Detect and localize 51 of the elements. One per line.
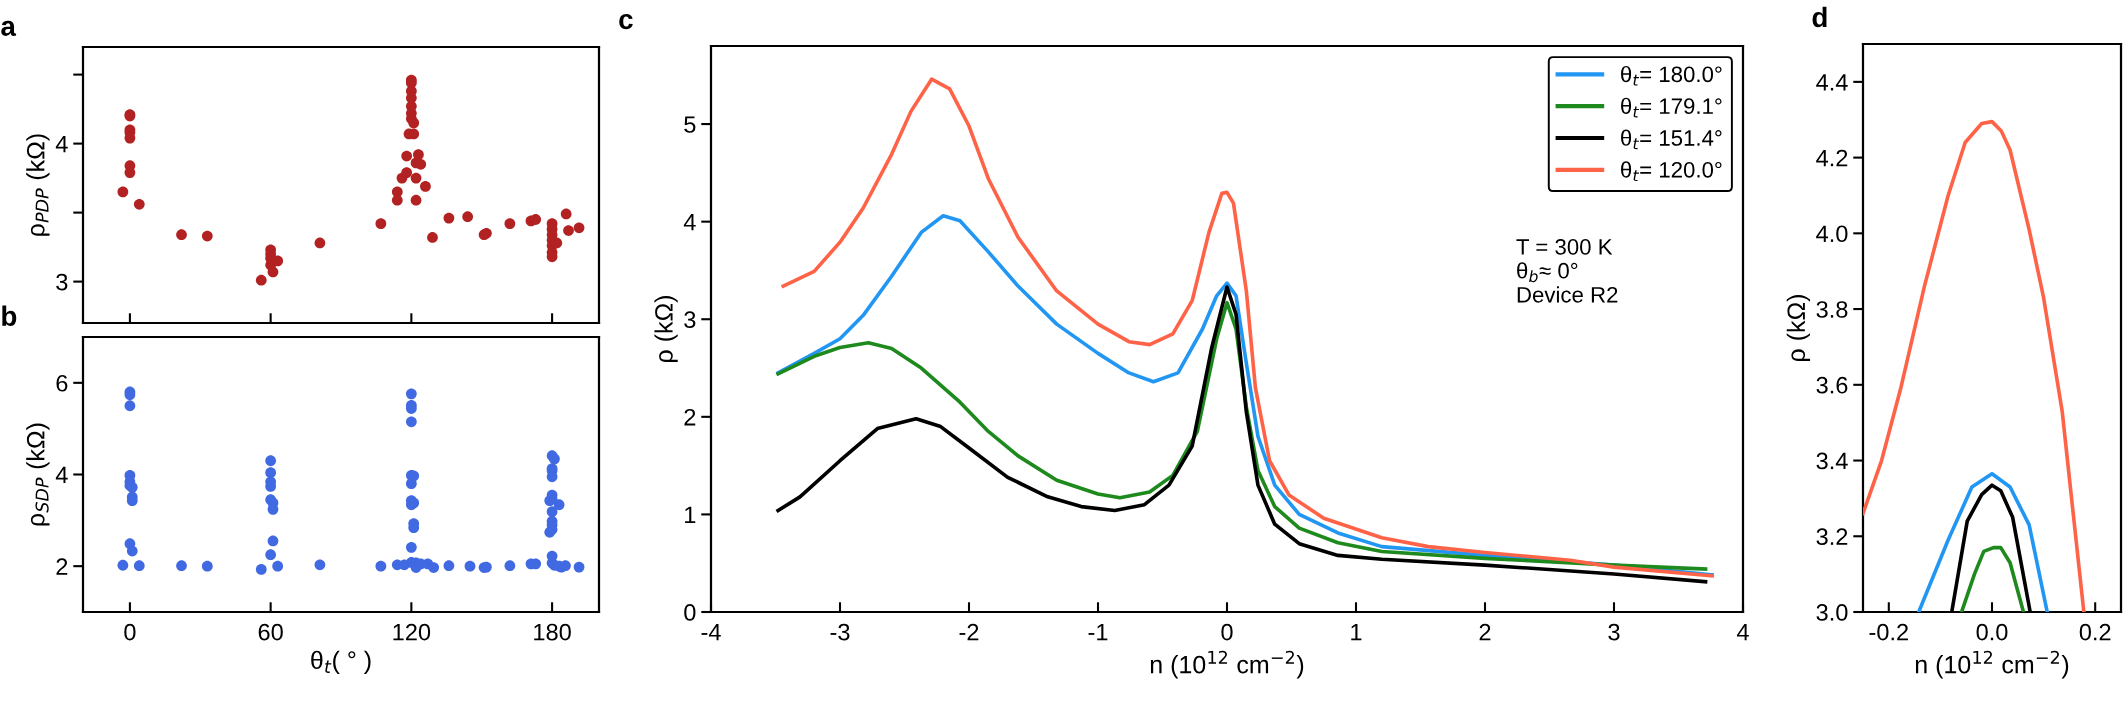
y-tick-label: 5 — [684, 116, 696, 133]
legend-label: θ$_{t}$= 180.0° — [1621, 65, 1722, 86]
y-tick-label: 0 — [684, 604, 696, 621]
y-tick-label: 6 — [56, 374, 68, 392]
y-tick-label: 2 — [684, 408, 696, 426]
y-tick-label: 3.6 — [1816, 376, 1848, 394]
x-tick-label: -1 — [1088, 623, 1108, 641]
y-tick-label: 4.0 — [1816, 225, 1848, 243]
y-tick-label: 4.2 — [1816, 149, 1848, 167]
x-tick-label: 0.0 — [1976, 623, 2008, 641]
y-tick-label: 3 — [56, 273, 68, 291]
y-axis-title: ρ$_{PDP}$ (kΩ) — [26, 134, 50, 236]
x-tick-label: 0.2 — [2079, 623, 2111, 641]
x-tick-label: -0.2 — [1869, 623, 1908, 641]
x-axis-title: θ$_{t}$( ° ) — [311, 650, 371, 674]
y-axis-title: ρ (kΩ) — [654, 296, 678, 362]
y-tick-label: 4 — [683, 213, 696, 231]
x-tick-label: -4 — [701, 623, 721, 641]
legend-label: θ$_{t}$= 179.1° — [1621, 97, 1722, 118]
x-tick-label: 2 — [1479, 623, 1491, 641]
y-axis-title: ρ$_{SDP}$ (kΩ) — [26, 423, 50, 526]
y-tick-label: 4 — [55, 466, 68, 484]
x-tick-label: 0 — [124, 623, 136, 641]
text: c — [619, 13, 633, 30]
text: d — [1812, 6, 1827, 28]
x-tick-label: 180 — [534, 623, 571, 641]
y-tick-label: 1 — [685, 506, 696, 523]
y-tick-label: 4 — [55, 135, 68, 153]
y-tick-label: 3.0 — [1816, 604, 1848, 621]
x-tick-label: 60 — [258, 623, 283, 641]
y-tick-label: 3.2 — [1816, 528, 1848, 546]
y-tick-label: 3 — [684, 311, 696, 329]
y-tick-label: 2 — [56, 558, 68, 575]
y-tick-label: 3.8 — [1816, 301, 1848, 318]
y-tick-label: 3.4 — [1816, 452, 1848, 470]
x-tick-label: -2 — [959, 623, 979, 641]
annotation: T = 300 K θ$_{b}$≈ 0° Device R2 — [1516, 239, 1618, 303]
x-axis-title: n (10$^{12}$ cm$^{−2}$) — [1915, 650, 2069, 679]
x-tick-label: 4 — [1736, 623, 1749, 641]
text: b — [2, 305, 17, 327]
x-tick-label: 0 — [1221, 623, 1233, 641]
legend-label: θ$_{t}$= 151.4° — [1621, 129, 1722, 150]
legend-label: θ$_{t}$= 120.0° — [1621, 161, 1722, 182]
x-tick-label: 3 — [1608, 623, 1620, 641]
y-axis-title: ρ (kΩ) — [1786, 295, 1811, 361]
text: a — [1, 20, 17, 36]
x-axis-title: n (10$^{12}$ cm$^{−2}$) — [1150, 650, 1304, 679]
y-tick-label: 4.4 — [1816, 74, 1848, 91]
x-tick-label: -3 — [830, 623, 850, 641]
x-tick-label: 1 — [1351, 623, 1362, 641]
x-tick-label: 120 — [393, 623, 431, 641]
